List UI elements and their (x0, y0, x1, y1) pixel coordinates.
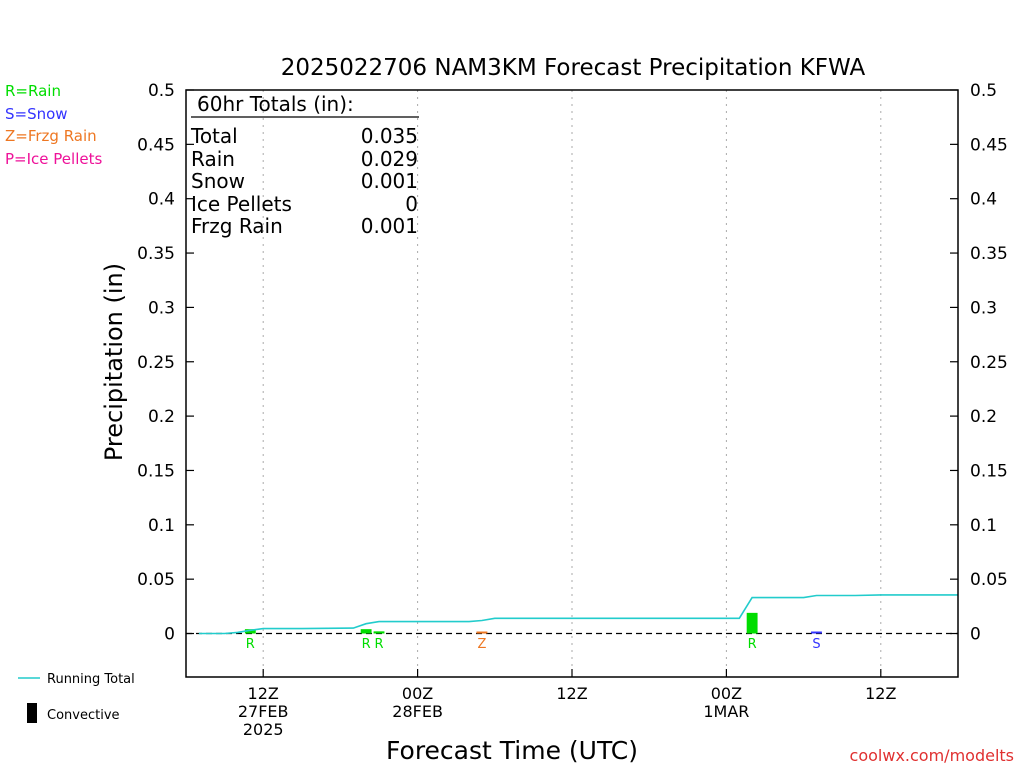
x-tick-label: 00Z (711, 684, 742, 703)
y-tick-label-left: 0.35 (137, 244, 175, 264)
y-tick-label-right: 0.4 (970, 190, 997, 210)
running-total-line (198, 594, 958, 635)
y-tick-label-right: 0.1 (970, 516, 997, 536)
totals-snow-label: Snow (191, 169, 245, 193)
y-tick-label-left: 0.2 (148, 407, 175, 427)
precip-bars (244, 612, 822, 634)
totals-box: 60hr Totals (in): Total 0.035 Rain 0.029… (190, 92, 419, 238)
x-axis-label: Forecast Time (UTC) (386, 736, 638, 765)
y-tick-label-right: 0.45 (970, 135, 1008, 155)
totals-rain-value: 0.029 (361, 147, 418, 171)
convective-swatch (27, 703, 37, 723)
y-tick-label-right: 0.35 (970, 244, 1008, 264)
totals-rain-label: Rain (191, 147, 235, 171)
totals-total-value: 0.035 (361, 124, 418, 148)
precip-bar (244, 629, 256, 634)
x-tick-label: 00Z (402, 684, 433, 703)
y-tick-label-left: 0.45 (137, 135, 175, 155)
precip-bar (746, 612, 758, 634)
y-tick-label-left: 0.4 (148, 190, 175, 210)
legend-rain: R=Rain (5, 82, 61, 100)
x-tick-label: 27FEB (238, 702, 289, 721)
y-tick-label-left: 0.1 (148, 516, 175, 536)
totals-snow-value: 0.001 (361, 169, 418, 193)
y-tick-label-left: 0.05 (137, 570, 175, 590)
y-tick-label-right: 0.05 (970, 570, 1008, 590)
ptype-label: R (362, 637, 371, 652)
ptype-legend: R=Rain S=Snow Z=Frzg Rain P=Ice Pellets (5, 82, 102, 168)
ptype-label: R (748, 637, 757, 652)
ptype-label: R (374, 637, 383, 652)
totals-header: 60hr Totals (in): (197, 92, 354, 116)
precip-bar (360, 629, 372, 634)
y-ticks-right: 0 0.05 0.1 0.15 0.2 0.25 0.3 0.35 0.4 0.45 0.5 (950, 81, 1008, 645)
y-axis-label: Precipitation (in) (100, 263, 128, 461)
running-total-label: Running Total (47, 672, 135, 687)
y-tick-label-right: 0 (970, 625, 981, 645)
precip-bar (811, 631, 822, 634)
legend-frzg-rain: Z=Frzg Rain (5, 127, 97, 145)
chart-title: 2025022706 NAM3KM Forecast Precipitation… (281, 55, 866, 81)
convective-label: Convective (47, 708, 120, 723)
y-tick-label-left: 0.5 (148, 81, 175, 101)
totals-frzg-label: Frzg Rain (191, 214, 283, 238)
ptype-label: S (812, 637, 820, 652)
y-tick-label-right: 0.15 (970, 461, 1008, 481)
x-tick-label: 12Z (865, 684, 896, 703)
precip-bar (476, 631, 488, 634)
totals-ice-value: 0 (405, 192, 418, 216)
x-tick-label: 2025 (243, 720, 284, 739)
ptype-label: R (246, 637, 255, 652)
y-tick-label-left: 0.15 (137, 461, 175, 481)
y-tick-label-right: 0.2 (970, 407, 997, 427)
y-tick-label-left: 0 (164, 625, 175, 645)
y-tick-label-right: 0.25 (970, 353, 1008, 373)
y-tick-label-left: 0.25 (137, 353, 175, 373)
legend-snow: S=Snow (5, 105, 68, 123)
precip-bar (373, 631, 385, 634)
totals-frzg-value: 0.001 (361, 214, 418, 238)
legend-ice-pellets: P=Ice Pellets (5, 150, 102, 168)
y-tick-label-right: 0.3 (970, 298, 997, 318)
totals-ice-label: Ice Pellets (191, 192, 292, 216)
totals-total-label: Total (190, 124, 238, 148)
line-legend: Running Total Convective (18, 672, 135, 723)
x-tick-label: 28FEB (392, 702, 443, 721)
y-tick-label-right: 0.5 (970, 81, 997, 101)
gridlines (262, 90, 882, 677)
x-tick-label: 12Z (556, 684, 587, 703)
ptype-label: Z (477, 637, 486, 652)
x-tick-label: 1MAR (703, 702, 749, 721)
y-tick-label-left: 0.3 (148, 298, 175, 318)
credit-text: coolwx.com/modelts (850, 746, 1014, 765)
x-tick-label: 12Z (248, 684, 279, 703)
y-ticks-left: 0 0.05 0.1 0.15 0.2 0.25 0.3 0.35 0.4 0.45 0.5 (137, 81, 194, 645)
